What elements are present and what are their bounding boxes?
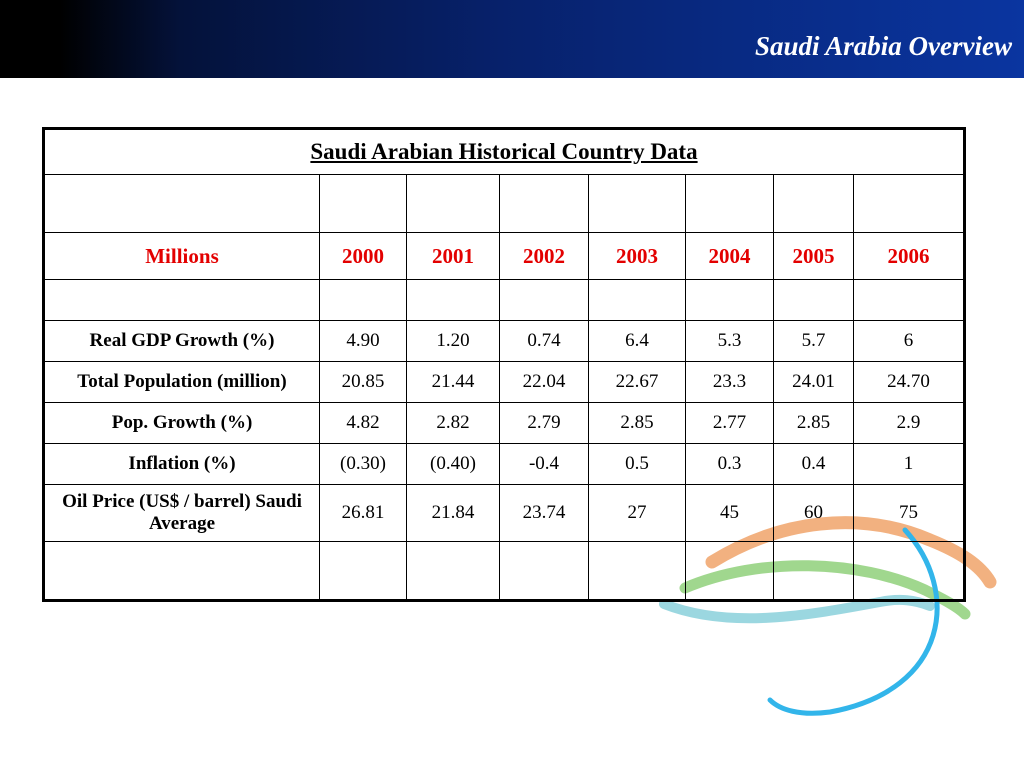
table-cell: (0.30) [319,443,407,485]
table-cell: 4.90 [319,320,407,362]
row-label-line: Oil Price (US$ / barrel) Saudi [62,491,302,512]
country-data-table: Saudi Arabian Historical Country Data Mi… [42,127,966,602]
table-cell: 5.7 [773,320,854,362]
row-label: Pop. Growth (%) [43,402,320,444]
slide-title: Saudi Arabia Overview [754,31,1012,61]
table-cell: 23.74 [499,484,589,542]
year-header: 2006 [853,232,965,280]
table-cell: 27 [588,484,686,542]
table-title: Saudi Arabian Historical Country Data [43,128,965,175]
table-cell: 26.81 [319,484,407,542]
year-header-row: Millions 2000 2001 2002 2003 2004 2005 2… [43,232,965,280]
table-row-total-population: Total Population (million) 20.85 21.44 2… [43,361,965,403]
row-label: Oil Price (US$ / barrel) Saudi Average [43,484,320,542]
teal-wave [659,594,935,624]
table-cell: 0.4 [773,443,854,485]
table-row-inflation: Inflation (%) (0.30) (0.40) -0.4 0.5 0.3… [43,443,965,485]
table-cell: 22.04 [499,361,589,403]
year-header: 2004 [685,232,774,280]
table-cell: 1 [853,443,965,485]
table-cell: 60 [773,484,854,542]
table-cell: 6 [853,320,965,362]
table-cell: 24.01 [773,361,854,403]
row-label: Inflation (%) [43,443,320,485]
table-cell: 2.85 [773,402,854,444]
units-label: Millions [43,232,320,280]
year-header: 2002 [499,232,589,280]
table-cell: 21.84 [406,484,500,542]
table-cell: 23.3 [685,361,774,403]
table-cell: (0.40) [406,443,500,485]
table-cell: 20.85 [319,361,407,403]
table-row-oil-price: Oil Price (US$ / barrel) Saudi Average 26… [43,484,965,542]
blank-row [43,174,965,233]
table-cell: 4.82 [319,402,407,444]
table-cell: 0.74 [499,320,589,362]
year-header: 2003 [588,232,686,280]
table-cell: 2.9 [853,402,965,444]
blank-row [43,541,965,601]
row-label-line: Average [148,513,216,534]
table-row-gdp-growth: Real GDP Growth (%) 4.90 1.20 0.74 6.4 5… [43,320,965,362]
table-cell: 22.67 [588,361,686,403]
table-cell: 2.79 [499,402,589,444]
table-cell: 45 [685,484,774,542]
table-cell: 2.77 [685,402,774,444]
table-cell: 5.3 [685,320,774,362]
table-cell: 21.44 [406,361,500,403]
table-cell: 24.70 [853,361,965,403]
row-label: Total Population (million) [43,361,320,403]
year-header: 2005 [773,232,854,280]
table-cell: 1.20 [406,320,500,362]
table-cell: -0.4 [499,443,589,485]
table-cell: 2.82 [406,402,500,444]
table-title-row: Saudi Arabian Historical Country Data [43,128,965,175]
row-label: Real GDP Growth (%) [43,320,320,362]
table-cell: 0.5 [588,443,686,485]
header-bar: Saudi Arabia Overview [0,0,1024,78]
table-cell: 0.3 [685,443,774,485]
table-cell: 2.85 [588,402,686,444]
year-header: 2001 [406,232,500,280]
table-cell: 6.4 [588,320,686,362]
table-cell: 75 [853,484,965,542]
blank-row [43,279,965,321]
table-row-pop-growth: Pop. Growth (%) 4.82 2.82 2.79 2.85 2.77… [43,402,965,444]
year-header: 2000 [319,232,407,280]
